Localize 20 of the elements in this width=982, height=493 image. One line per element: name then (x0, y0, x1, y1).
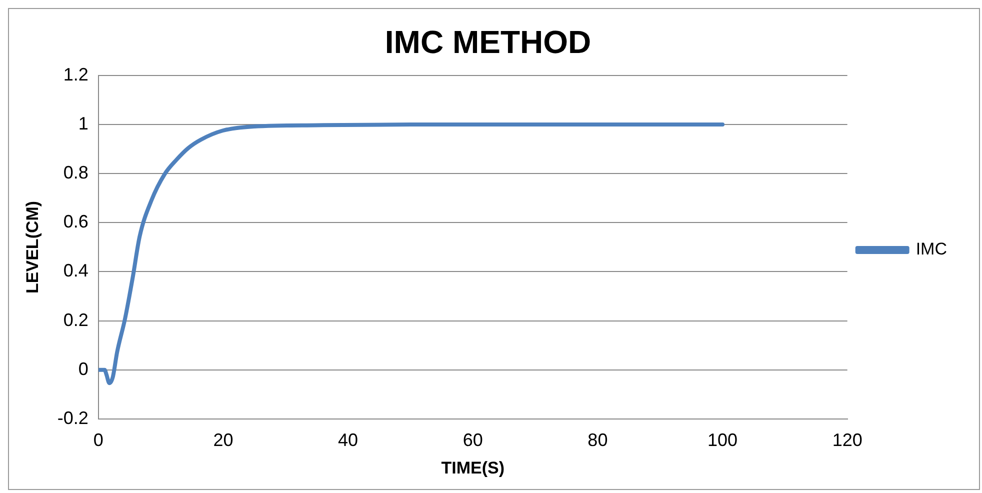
y-tick-label: 1.2 (63, 64, 88, 84)
y-tick-label: 0 (78, 358, 88, 379)
x-tick-label: 40 (338, 430, 358, 450)
y-axis-title: LEVEL(CM) (22, 200, 42, 294)
y-tick-label: 0.2 (63, 310, 88, 330)
x-tick-label: 0 (93, 430, 104, 450)
y-tick-label: 0.4 (63, 260, 88, 281)
y-tick-label: 0.6 (63, 212, 88, 232)
legend-label: IMC (916, 240, 948, 259)
x-tick-label: 120 (832, 430, 862, 450)
x-axis-title: TIME(S) (441, 458, 505, 478)
x-tick-label: 100 (707, 430, 738, 450)
x-tick-label: 20 (213, 430, 234, 450)
x-tick-label: 80 (588, 430, 608, 450)
y-tick-label: 1 (78, 113, 88, 134)
x-tick-label: 60 (462, 430, 483, 450)
chart-title: IMC METHOD (384, 24, 592, 60)
y-tick-label: 0.8 (63, 162, 88, 183)
y-tick-label: -0.2 (57, 408, 88, 428)
line-series (98, 122, 725, 386)
